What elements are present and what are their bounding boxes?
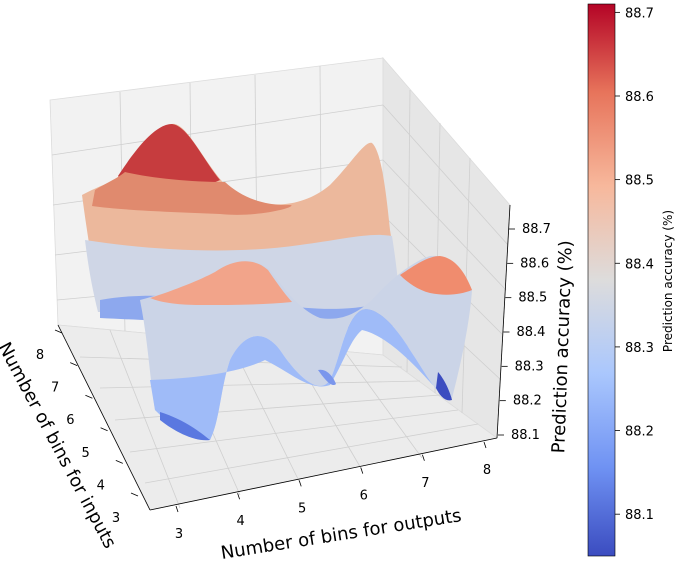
x-tick-mark [422,454,425,461]
surface [82,123,472,441]
y-axis-line [57,324,151,511]
surface-front-trough-right [436,372,452,401]
surface-back-peak-shoulder [92,172,292,215]
colorbar-tick-label: 88.6 [625,90,654,105]
x-tick-mark [237,493,240,500]
z-axis: 88.1 88.2 88.3 88.4 88.5 88.6 88.7 Prediction … [496,204,577,454]
x-tick-label: 7 [421,476,429,491]
y-tick-group: 3 4 5 6 7 8 [36,329,139,526]
y-tick-label: 7 [51,381,59,396]
y-tick-label: 4 [97,478,105,493]
x-tick-label: 3 [175,527,183,542]
x-tick-mark [360,467,364,474]
x-tick-label: 8 [483,463,491,478]
y-tick-mark [54,329,63,334]
y-tick-mark [70,362,78,366]
y-tick-mark [85,394,93,399]
surface-back-peak [118,124,220,191]
z-tick-label: 88.5 [518,291,547,306]
colorbar-tick-label: 88.3 [625,341,654,356]
surface-front-peak-left [150,261,292,305]
y-tick-label: 8 [36,348,44,363]
z-tick-label: 88.4 [517,325,546,340]
y-tick-label: 3 [112,511,120,526]
z-axis-label: Prediction accuracy (%) [548,240,576,454]
z-tick-label: 88.2 [513,394,542,409]
colorbar-gradient [587,3,616,557]
x-tick-label: 6 [360,489,368,504]
x-tick-label: 5 [298,501,306,516]
x-tick-label: 4 [236,514,244,529]
colorbar-tick-label: 88.2 [625,425,654,440]
z-tick-label: 88.7 [522,222,551,237]
z-tick-label: 88.6 [520,256,549,271]
surface-front-trough-left [160,412,210,441]
x-tick-group: 3 4 5 6 7 8 [175,441,491,542]
colorbar-tick-label: 88.1 [625,508,654,523]
x-tick-mark [483,441,487,449]
colorbar-tick-label: 88.7 [625,6,654,21]
y-tick-label: 6 [66,413,74,428]
colorbar: 88.1 88.2 88.3 88.4 88.5 88.6 88.7 Prediction … [587,3,675,557]
z-tick-label: 88.3 [515,359,544,374]
y-tick-mark [130,492,139,497]
colorbar-label: Prediction accuracy (%) [661,210,675,352]
surface-front-trough-mid [318,369,336,386]
z-tick-group: 88.1 88.2 88.3 88.4 88.5 88.6 88.7 [498,222,551,443]
y-tick-label: 5 [81,446,89,461]
y-tick-mark [115,460,123,464]
colorbar-tick-group: 88.1 88.2 88.3 88.4 88.5 88.6 88.7 [615,6,654,523]
x-axis-label: Number of bins for outputs [219,505,463,564]
z-axis-line [496,204,511,439]
z-tick-label: 88.1 [511,428,540,443]
colorbar-tick-label: 88.4 [625,257,654,272]
x-tick-mark [175,505,179,513]
x-axis-line [149,437,498,511]
surface-front-peak-right [400,256,472,295]
colorbar-tick-label: 88.5 [625,174,654,189]
x-tick-mark [298,480,302,487]
y-tick-mark [100,427,108,432]
